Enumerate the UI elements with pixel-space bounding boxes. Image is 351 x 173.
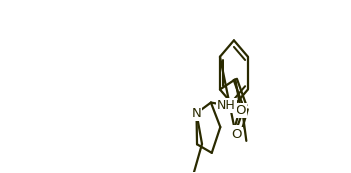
Text: N: N [192,107,201,120]
Text: O: O [231,128,242,141]
Text: NH: NH [217,99,236,112]
Text: S: S [231,126,239,139]
Text: O: O [236,104,246,117]
